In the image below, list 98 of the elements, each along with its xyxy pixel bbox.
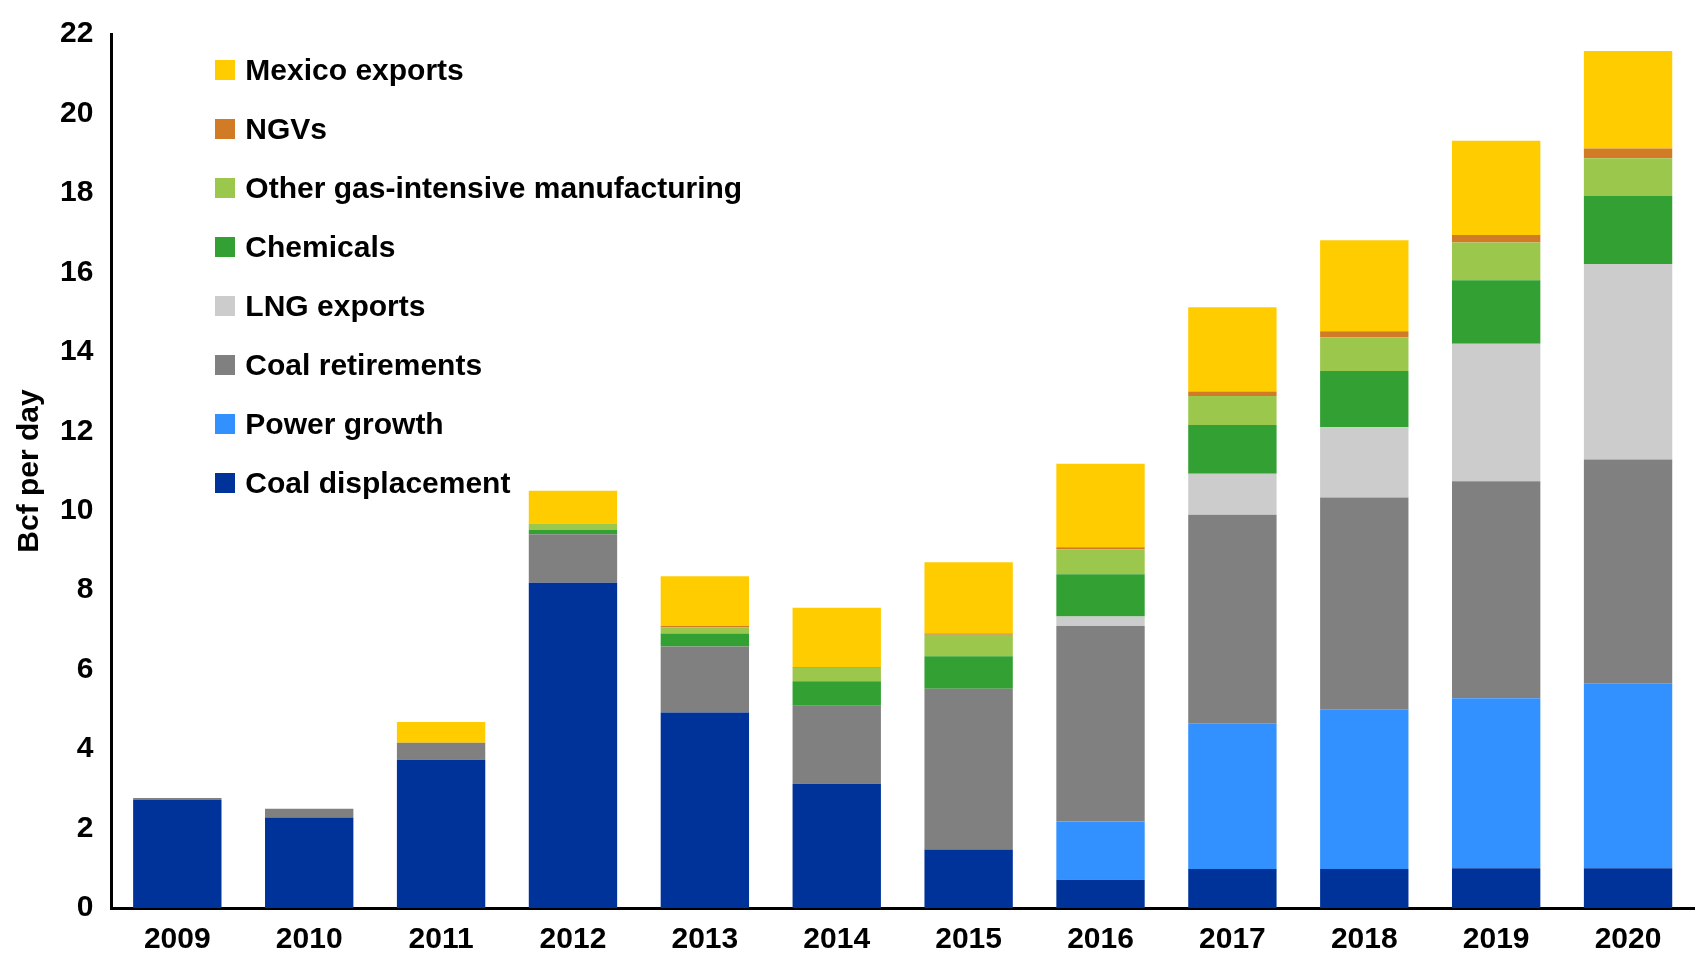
bar xyxy=(528,523,618,530)
bar xyxy=(924,688,1013,850)
bar xyxy=(660,576,750,626)
legend-label: Coal displacement xyxy=(245,465,511,500)
bar xyxy=(1320,331,1409,338)
y-tick-label: 6 xyxy=(76,650,94,684)
x-tick-label: 2011 xyxy=(408,921,474,955)
legend-label: Chemicals xyxy=(245,229,396,264)
legend-label: Coal retirements xyxy=(245,347,483,382)
bar xyxy=(660,627,750,634)
bar xyxy=(1451,280,1541,344)
bar xyxy=(924,656,1013,689)
bar xyxy=(1188,424,1277,474)
bar xyxy=(1188,869,1277,908)
y-tick-label: 4 xyxy=(76,730,94,764)
bar xyxy=(660,633,750,647)
x-tick-label: 2019 xyxy=(1462,921,1530,955)
bar xyxy=(1583,148,1673,159)
bar xyxy=(1056,574,1145,617)
bar xyxy=(1056,616,1145,626)
bar xyxy=(1320,709,1409,870)
y-tick-label: 16 xyxy=(59,253,94,287)
bar xyxy=(1056,879,1145,908)
y-tick-label: 12 xyxy=(59,412,94,446)
bar xyxy=(1188,723,1277,870)
x-tick-label: 2020 xyxy=(1594,921,1662,955)
bar xyxy=(396,759,486,908)
bar xyxy=(1188,514,1277,724)
legend-label: Mexico exports xyxy=(245,52,464,87)
bar xyxy=(133,799,222,908)
x-tick-label: 2015 xyxy=(935,921,1002,955)
legend-label: NGVs xyxy=(245,111,328,146)
bar xyxy=(528,490,618,524)
bar xyxy=(1451,481,1541,699)
bar xyxy=(1320,337,1409,371)
bar xyxy=(265,817,354,908)
bar xyxy=(1320,497,1409,710)
bar xyxy=(528,534,618,583)
y-tick-label: 8 xyxy=(76,571,94,605)
bar xyxy=(1451,343,1541,482)
bar xyxy=(1056,625,1145,822)
bar xyxy=(1451,698,1541,869)
y-tick-label: 22 xyxy=(59,15,94,49)
x-tick-label: 2009 xyxy=(143,921,211,955)
bar xyxy=(1583,868,1673,908)
x-tick-label: 2018 xyxy=(1330,921,1398,955)
bar xyxy=(1188,391,1277,396)
bar xyxy=(396,722,486,743)
y-tick-label: 14 xyxy=(59,333,94,367)
bar xyxy=(1451,242,1541,281)
bar xyxy=(792,705,881,784)
bar xyxy=(1320,370,1409,428)
y-tick-label: 10 xyxy=(59,491,94,525)
bar xyxy=(792,681,881,706)
bar xyxy=(1188,307,1277,392)
x-tick-label: 2016 xyxy=(1067,921,1134,955)
bar xyxy=(924,634,1013,657)
bar xyxy=(1451,235,1541,243)
bar xyxy=(396,742,486,760)
bar xyxy=(1583,683,1673,869)
y-tick-label: 0 xyxy=(76,889,94,923)
legend-label: Power growth xyxy=(245,406,444,441)
y-axis-title: Bcf per day xyxy=(11,388,45,553)
x-tick-label: 2014 xyxy=(803,921,871,955)
bar xyxy=(1056,463,1145,548)
bar xyxy=(792,783,881,908)
bar xyxy=(792,668,881,682)
x-tick-label: 2010 xyxy=(275,921,343,955)
bar xyxy=(1583,196,1673,265)
bar xyxy=(1320,869,1409,908)
bar xyxy=(1451,868,1541,908)
y-tick-label: 18 xyxy=(59,174,94,208)
bar xyxy=(1451,140,1541,236)
bar xyxy=(528,582,618,908)
x-tick-label: 2017 xyxy=(1199,921,1266,955)
x-tick-label: 2013 xyxy=(671,921,739,955)
bar xyxy=(1583,51,1673,149)
x-tick-label: 2012 xyxy=(539,921,607,955)
y-tick-label: 2 xyxy=(76,809,94,843)
bar xyxy=(1583,264,1673,460)
bar xyxy=(924,562,1013,634)
bar xyxy=(528,529,618,535)
bar xyxy=(792,607,881,668)
bar xyxy=(924,849,1013,908)
bar xyxy=(1188,473,1277,515)
bar xyxy=(660,712,750,908)
legend-label: LNG exports xyxy=(245,288,426,323)
bar xyxy=(660,646,750,713)
bar xyxy=(1320,240,1409,332)
legend-label: Other gas-intensive manufacturing xyxy=(245,170,743,205)
bar xyxy=(1320,427,1409,498)
bar xyxy=(1583,459,1673,684)
y-tick-label: 20 xyxy=(59,94,94,128)
bar xyxy=(265,808,354,818)
bar xyxy=(1056,549,1145,575)
bar xyxy=(1188,395,1277,425)
bar xyxy=(1056,821,1145,880)
bar xyxy=(1583,158,1673,197)
